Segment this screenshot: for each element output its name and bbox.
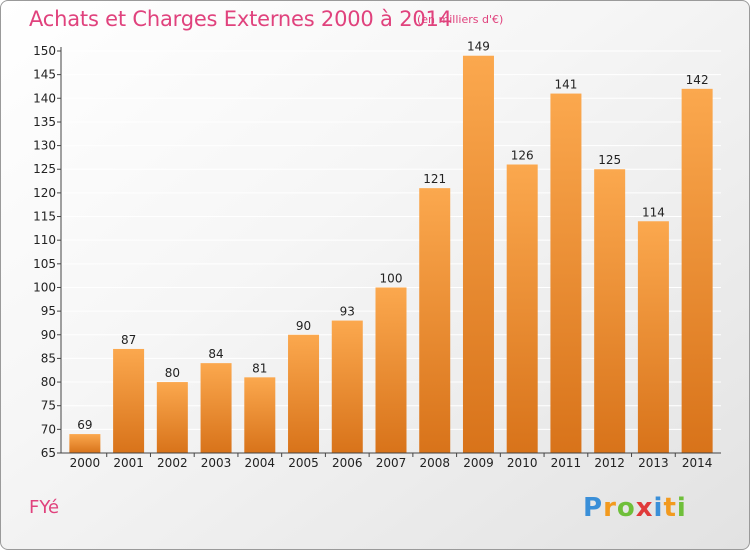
data-label-2010: 126 (511, 149, 534, 163)
bar-2007 (375, 287, 407, 453)
bar-2004 (244, 377, 276, 453)
bar-2011 (550, 93, 582, 454)
y-tick-label: 120 (33, 186, 56, 200)
y-tick-label: 110 (33, 233, 56, 247)
data-label-2011: 141 (554, 78, 577, 92)
bar-2012 (594, 169, 626, 453)
x-tick-label: 2011 (551, 456, 582, 470)
bar-2002 (156, 382, 188, 453)
bar-2005 (288, 334, 320, 453)
bar-2009 (462, 55, 494, 454)
x-tick-label: 2014 (682, 456, 713, 470)
data-label-2005: 90 (296, 319, 311, 333)
commune-name: FYé (29, 497, 60, 518)
logo-letter: P (583, 493, 604, 523)
data-label-2013: 114 (642, 205, 665, 219)
bar-2001 (113, 348, 145, 453)
bar-2014 (681, 88, 713, 453)
y-tick-label: 125 (33, 162, 56, 176)
bar-2000 (69, 434, 101, 453)
y-axis-ticks: 65 70 75 80 85 90 95 100 105 110 115 120 125 130 135 14… (33, 44, 61, 460)
proxiti-logo: Proxiti (583, 493, 687, 523)
y-tick-label: 135 (33, 115, 56, 129)
x-tick-label: 2009 (463, 456, 494, 470)
data-label-2009: 149 (467, 40, 490, 54)
x-axis-ticks: 2000 2001 2002 2003 2004 2005 2006 2007 2008 2009… (70, 453, 713, 470)
data-label-2014: 142 (686, 73, 709, 87)
logo-letter: o (616, 493, 636, 523)
bar-2008 (419, 188, 451, 453)
logo-letter: i (653, 493, 664, 523)
x-tick-label: 2003 (201, 456, 232, 470)
chart-unit: (en milliers d'€) (417, 13, 504, 26)
y-tick-label: 70 (41, 422, 56, 436)
logo-letter: t (663, 493, 677, 523)
y-tick-label: 115 (33, 210, 56, 224)
data-label-2001: 87 (121, 333, 136, 347)
x-tick-label: 2013 (638, 456, 669, 470)
x-tick-label: 2006 (332, 456, 363, 470)
y-tick-label: 90 (41, 328, 56, 342)
data-label-2007: 100 (380, 271, 403, 285)
y-tick-label: 105 (33, 257, 56, 271)
x-tick-label: 2002 (157, 456, 188, 470)
y-tick-label: 150 (33, 44, 56, 58)
y-tick-label: 75 (41, 399, 56, 413)
data-label-2006: 93 (340, 305, 355, 319)
logo-letter: i (676, 493, 687, 523)
x-tick-label: 2012 (594, 456, 625, 470)
bar-2006 (331, 320, 363, 453)
x-tick-label: 2001 (113, 456, 144, 470)
logo-letter: r (603, 493, 617, 523)
data-label-2003: 84 (208, 347, 223, 361)
data-label-2000: 69 (77, 418, 92, 432)
y-tick-label: 140 (33, 91, 56, 105)
y-tick-label: 145 (33, 68, 56, 82)
y-tick-label: 100 (33, 280, 56, 294)
y-tick-label: 130 (33, 139, 56, 153)
bar-2010 (506, 164, 538, 453)
data-label-2002: 80 (165, 366, 180, 380)
x-tick-label: 2005 (288, 456, 319, 470)
y-tick-label: 65 (41, 446, 56, 460)
y-tick-label: 85 (41, 351, 56, 365)
x-tick-label: 2008 (419, 456, 450, 470)
data-label-2012: 125 (598, 153, 621, 167)
x-tick-label: 2010 (507, 456, 538, 470)
x-tick-label: 2007 (376, 456, 407, 470)
bars (69, 55, 713, 454)
y-tick-label: 95 (41, 304, 56, 318)
data-label-2004: 81 (252, 361, 267, 375)
axes (60, 47, 721, 454)
logo-letter: x (635, 493, 654, 523)
chart-title: Achats et Charges Externes 2000 à 2014 (29, 7, 452, 31)
x-tick-label: 2004 (245, 456, 276, 470)
y-tick-label: 80 (41, 375, 56, 389)
x-tick-label: 2000 (70, 456, 101, 470)
bar-2013 (637, 221, 669, 453)
data-label-2008: 121 (423, 172, 446, 186)
bar-2003 (200, 363, 232, 453)
data-labels: 69 87 80 84 81 90 93 100 121 149 126 141 125 114 142 (77, 40, 708, 432)
